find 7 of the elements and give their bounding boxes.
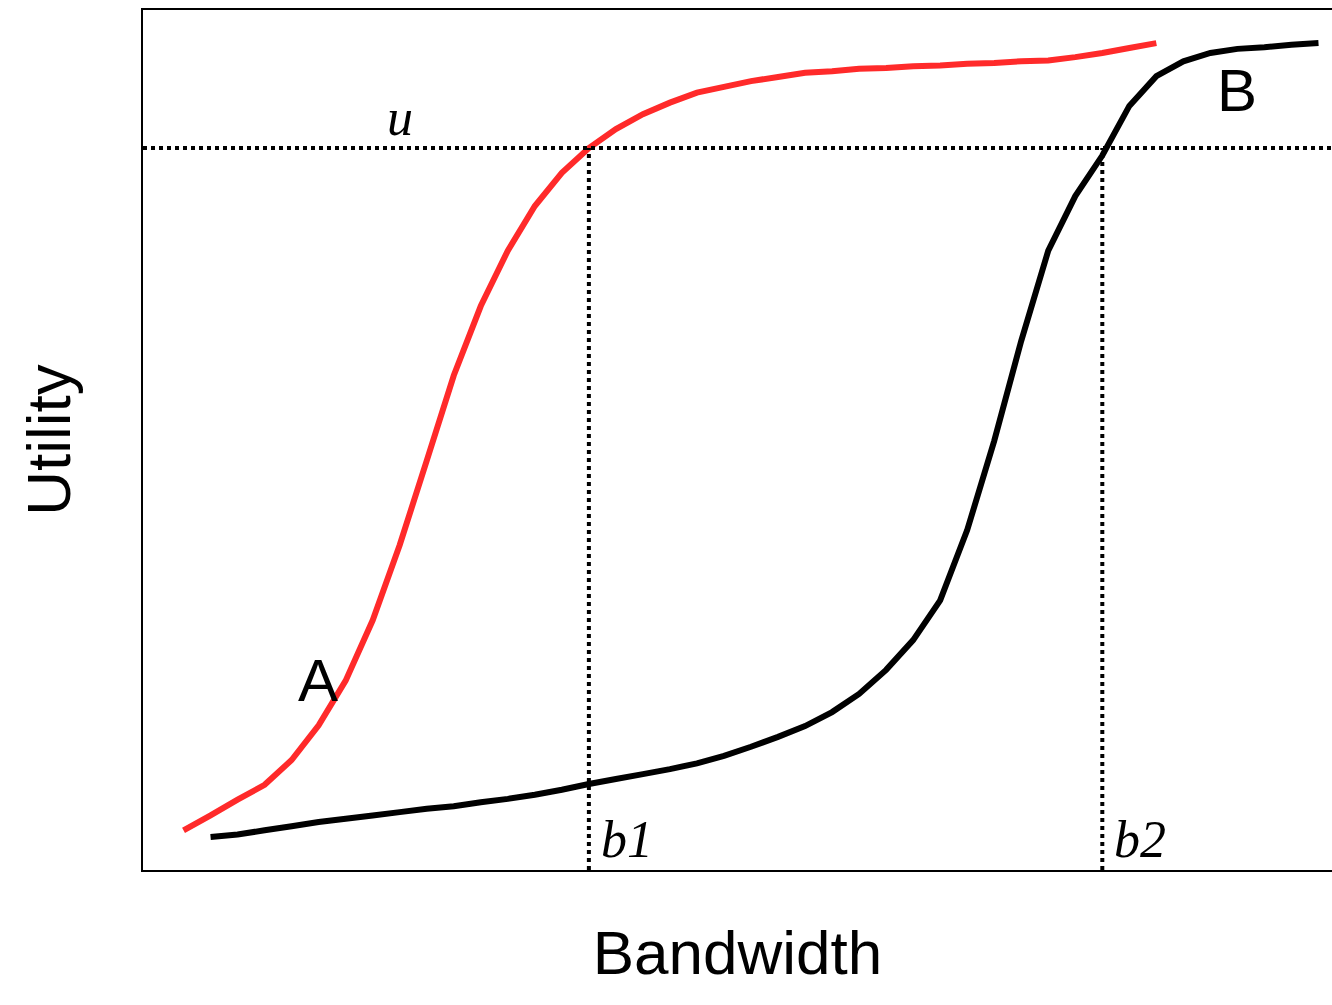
annotation: b1 <box>601 811 653 868</box>
y-axis-title: Utility <box>14 364 84 516</box>
series-label: A <box>298 647 339 714</box>
x-axis-title: Bandwidth <box>592 918 883 988</box>
annotation: b2 <box>1114 811 1166 868</box>
ref-line-label: u <box>387 89 413 146</box>
series-label: B <box>1217 57 1258 124</box>
